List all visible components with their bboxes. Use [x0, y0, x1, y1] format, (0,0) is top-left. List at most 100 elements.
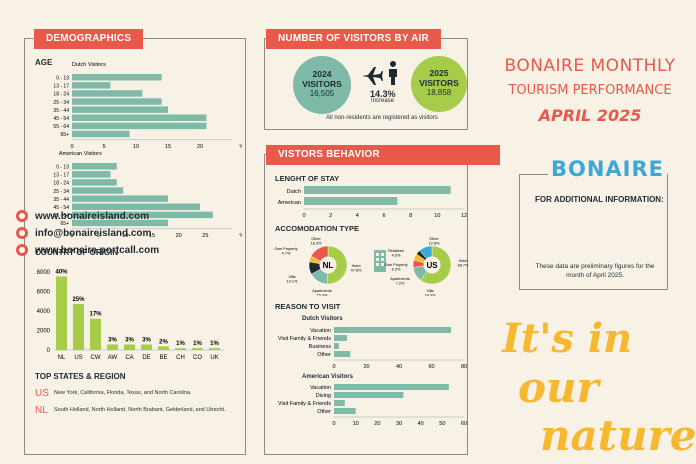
visitors-2025-circle: 2025 VISITORS 18,858: [411, 56, 467, 112]
pie-slice-label: Own Property: [274, 247, 297, 251]
email-link[interactable]: info@bonaireisland.com: [35, 227, 152, 239]
pie-slice-value: 7.2%: [396, 282, 405, 286]
top-states-title: TOP STATES & REGION: [35, 372, 126, 381]
bar: [72, 90, 143, 97]
pie-slice-value: 4.7%: [282, 252, 291, 256]
bar-category-label: Other: [317, 409, 331, 415]
accom-title: ACCOMODATION TYPE: [275, 224, 360, 233]
pie-slice-value: 68.7%: [458, 264, 468, 268]
bar: [334, 392, 404, 398]
tick-label: 40: [396, 364, 402, 369]
x-tick-label: NL: [58, 355, 66, 361]
bar: [334, 351, 351, 357]
portcall-link[interactable]: www.bonaire.portcall.com: [35, 244, 160, 256]
bar: [124, 344, 135, 350]
tick-label: %: [240, 144, 242, 150]
slogan-line3: nature.: [540, 411, 696, 460]
bar: [304, 186, 451, 194]
email-link-row[interactable]: info@bonaireisland.com: [16, 227, 151, 239]
bar-category-label: 45 - 54: [53, 116, 69, 122]
website-link[interactable]: www.bonaireisland.com: [35, 210, 150, 222]
bar-category-label: Visit Family & Friends: [278, 401, 331, 407]
bar-category-label: 55 - 64: [53, 213, 69, 219]
pie-slice-label: Hotel: [459, 259, 468, 263]
page-subtitle: APRIL 2025: [538, 106, 642, 125]
visitors-2025-label: VISITORS: [419, 78, 459, 88]
website-link-row[interactable]: www.bonaireisland.com: [16, 210, 149, 222]
bar-data-label: 1%: [193, 341, 202, 347]
pie-slice-value: 47.8%: [351, 269, 362, 273]
tick-label: 10: [133, 144, 139, 150]
bar: [72, 179, 117, 186]
bar: [72, 74, 162, 81]
air-visitors-ribbon: NUMBER OF VISITORS BY AIR: [266, 29, 441, 49]
bar: [72, 122, 207, 130]
country-origin-chart: 0 2000 4000 6000 8000 40% NL 25% US 17% CW 3% AW 3% CA…: [37, 269, 224, 361]
pie-slice-label: Hotel: [352, 264, 361, 268]
bar: [107, 344, 118, 350]
tick-label: 12: [461, 213, 467, 218]
tick-label: 8: [409, 213, 412, 218]
pie-slice-value: 14.3%: [425, 294, 436, 297]
info-heading: FOR ADDITIONAL INFORMATION:: [535, 195, 664, 204]
tick-label: 0: [70, 233, 73, 238]
bar: [90, 318, 101, 350]
tick-label: 6: [382, 213, 385, 218]
portcall-link-row[interactable]: www.bonaire.portcall.com: [16, 244, 159, 256]
reason-american-subtitle: American Visitors: [302, 374, 353, 380]
bar-data-label: 25%: [72, 297, 85, 303]
visitors-2024-value: 16,505: [309, 89, 335, 98]
bar-category-label: 25 - 34: [53, 100, 69, 106]
x-tick-label: US: [74, 355, 82, 361]
page-title-line2: TOURISM PERFORMANCE: [508, 83, 672, 98]
slogan-line2: our: [518, 363, 602, 412]
bar-data-label: 1%: [210, 341, 219, 347]
pie-hole: [319, 256, 337, 274]
bar: [72, 219, 168, 227]
pie-slice-value: 16.3%: [311, 242, 322, 246]
mail-icon: [16, 227, 28, 239]
tick-label: 0: [302, 213, 305, 218]
country-origin-title: COUNTRY OF ORIGIN: [35, 248, 119, 257]
tick-label: 10: [353, 421, 359, 427]
bar-category-label: 65+: [61, 132, 70, 138]
bar: [334, 400, 345, 406]
bar-category-label: 55 - 64: [53, 124, 69, 130]
airplane-icon: [362, 67, 383, 85]
pie-slice-label: Villa: [288, 275, 296, 279]
bar: [72, 211, 213, 219]
bar: [72, 114, 207, 121]
bar-category-label: Vacation: [310, 385, 331, 391]
pie-slice-label: Villa: [426, 289, 434, 293]
dutch-age-chart: Dutch Visitors 0 - 13 13 - 17 18 - 24 25 - 3…: [53, 62, 242, 150]
visitors-2025-value: 18,858: [426, 88, 452, 97]
top-states-nl-text: South Holland, North Holland, North Brab…: [54, 407, 226, 413]
tick-label: 5: [97, 233, 100, 238]
increase-label: Increase: [371, 98, 395, 104]
bar-category-label: 18 - 24: [53, 181, 69, 187]
bar-category-label: 13 - 17: [53, 84, 69, 90]
bar: [72, 195, 168, 202]
american-age-chart: American Visitors 0 - 13 13 - 17 18 - 24 25 …: [53, 151, 242, 238]
pie-slice-value: 4.5%: [392, 254, 401, 258]
bar-category-label: 0 - 13: [56, 76, 69, 82]
tick-label: 40: [418, 421, 424, 427]
reason-dutch-chart: Vacation Visit Family & Friends Business Ot…: [278, 327, 467, 369]
length-of-stay-chart: Dutch American 0 2 4 6 8 10 12: [278, 186, 467, 218]
bar: [334, 335, 347, 341]
x-tick-label: CH: [176, 355, 185, 361]
x-tick-label: AW: [108, 355, 118, 361]
bar-category-label: 45 - 54: [53, 205, 69, 211]
building-icon: [374, 250, 386, 272]
pie-slice-label: Apartments: [312, 289, 332, 293]
slogan: It's in our nature.: [501, 315, 696, 460]
tick-label: 15: [165, 144, 171, 150]
top-states-nl-code: NL: [35, 405, 48, 416]
bar-category-label: 35 - 44: [53, 197, 69, 203]
tick-label: 0: [332, 421, 335, 427]
tick-label: 20: [176, 233, 182, 238]
tick-label: 30: [396, 421, 402, 427]
pie-slice-label: Own Property: [384, 263, 407, 267]
pie-slice-label: Other: [311, 237, 321, 241]
